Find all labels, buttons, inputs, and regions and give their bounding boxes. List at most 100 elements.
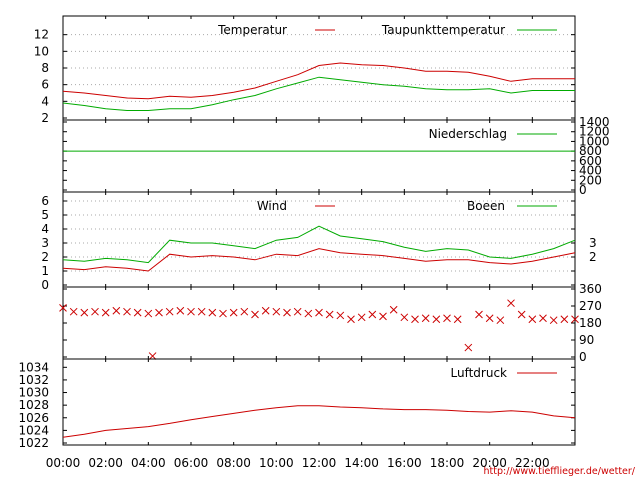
wind-direction-marker xyxy=(357,313,366,322)
series-line-luftdruck xyxy=(62,405,576,438)
y-tick-label: 200 xyxy=(579,173,602,187)
legend-label: Taupunkttemperatur xyxy=(381,23,505,37)
x-tick-label: 04:00 xyxy=(131,456,166,470)
wind-direction-marker xyxy=(443,314,451,323)
series-line-boeen xyxy=(62,225,576,264)
wind-direction-marker xyxy=(208,308,217,317)
wind-direction-marker xyxy=(133,308,142,317)
x-tick-label: 20:00 xyxy=(472,456,507,470)
wind-direction-marker xyxy=(251,310,259,319)
y-tick-label: 5 xyxy=(41,208,49,222)
wind-direction-marker xyxy=(507,299,515,308)
wind-direction-marker xyxy=(123,307,131,316)
legend-label: Wind xyxy=(257,199,287,213)
y-tick-label: 600 xyxy=(579,154,602,168)
wind-direction-marker xyxy=(155,308,163,317)
source-link[interactable]: http://www.tiefflieger.de/wetter/ xyxy=(484,466,636,477)
wind-direction-marker xyxy=(272,307,281,316)
x-tick-label: 22:00 xyxy=(515,456,550,470)
y-tick-label: 0 xyxy=(41,278,49,292)
wind-direction-marker xyxy=(101,308,110,317)
wind-direction-marker xyxy=(229,308,238,317)
wind-direction-marker xyxy=(283,308,291,317)
wind-direction-marker xyxy=(571,315,579,324)
wind-direction-marker xyxy=(144,309,153,318)
wind-direction-marker xyxy=(336,311,345,320)
y-tick-label: 12 xyxy=(34,28,49,42)
wind-direction-marker xyxy=(69,307,78,316)
y-tick-label: 1034 xyxy=(18,360,49,374)
wind-direction-marker xyxy=(400,313,409,322)
y-tick-label: 0 xyxy=(579,350,587,364)
wind-direction-marker xyxy=(293,307,302,316)
legend-label: Boeen xyxy=(467,199,505,213)
y-tick-label: 1030 xyxy=(18,386,49,400)
legend-label: Temperatur xyxy=(217,23,287,37)
y-tick-label: 2 xyxy=(41,250,49,264)
wind-direction-marker xyxy=(539,314,547,323)
series-line-temperatur xyxy=(62,62,575,100)
panel-pressure xyxy=(62,358,576,446)
y2-tick-label: 2 xyxy=(589,250,597,264)
wind-direction-marker xyxy=(197,307,206,316)
y-tick-label: 1022 xyxy=(18,436,49,450)
wind-direction-marker xyxy=(411,315,419,324)
wind-direction-marker xyxy=(112,306,121,315)
wind-direction-marker xyxy=(325,310,334,319)
panel-wind_direction xyxy=(59,286,579,360)
wind-direction-marker xyxy=(560,315,569,324)
wind-direction-marker xyxy=(240,307,249,316)
y-tick-label: 270 xyxy=(579,299,602,313)
wind-direction-marker xyxy=(389,305,398,314)
wind-direction-marker xyxy=(261,306,270,315)
x-tick-label: 18:00 xyxy=(430,456,465,470)
wind-direction-marker xyxy=(379,312,387,321)
y-tick-label: 90 xyxy=(579,333,594,347)
wind-direction-marker xyxy=(453,315,462,324)
x-tick-label: 08:00 xyxy=(216,456,251,470)
y-tick-label: 1026 xyxy=(18,411,49,425)
y-tick-label: 6 xyxy=(41,78,49,92)
wind-direction-marker xyxy=(475,310,483,319)
source-link-text: http://www.tiefflieger.de/wetter/ xyxy=(484,466,636,477)
y-tick-label: 3 xyxy=(41,236,49,250)
y-tick-label: 1 xyxy=(41,264,49,278)
wind-direction-marker xyxy=(59,304,67,312)
y-tick-label: 1400 xyxy=(579,115,610,129)
y-tick-label: 1200 xyxy=(579,125,610,139)
y-tick-label: 800 xyxy=(579,144,602,158)
wind-direction-marker xyxy=(421,314,430,323)
x-tick-label: 16:00 xyxy=(387,456,422,470)
wind-direction-marker xyxy=(517,310,526,319)
y-tick-label: 400 xyxy=(579,164,602,178)
x-tick-label: 06:00 xyxy=(174,456,209,470)
x-tick-label: 02:00 xyxy=(88,456,123,470)
x-tick-label: 12:00 xyxy=(302,456,337,470)
wind-direction-marker xyxy=(80,308,89,317)
y-tick-label: 180 xyxy=(579,316,602,330)
wind-direction-marker xyxy=(485,314,494,323)
wind-direction-marker xyxy=(315,308,323,317)
wind-direction-marker xyxy=(464,343,473,352)
y-tick-label: 1032 xyxy=(18,373,49,387)
y-tick-label: 1028 xyxy=(18,398,49,412)
y-tick-label: 1000 xyxy=(579,134,610,148)
wind-direction-marker xyxy=(165,307,174,316)
wind-direction-marker xyxy=(549,316,558,325)
y-tick-label: 360 xyxy=(579,282,602,296)
wind-direction-marker xyxy=(496,316,505,325)
wind-direction-marker xyxy=(528,315,537,324)
x-tick-label: 10:00 xyxy=(259,456,294,470)
wind-direction-marker xyxy=(304,309,313,318)
y-tick-label: 0 xyxy=(579,183,587,197)
x-tick-label: 14:00 xyxy=(344,456,379,470)
y-tick-label: 8 xyxy=(41,61,49,75)
wind-direction-marker xyxy=(368,310,377,319)
wind-direction-marker xyxy=(176,306,185,315)
wind-direction-marker xyxy=(219,309,227,318)
legend-label: Niederschlag xyxy=(429,127,507,141)
y-tick-label: 4 xyxy=(41,222,49,236)
wind-direction-marker xyxy=(91,307,99,316)
y-tick-label: 10 xyxy=(34,44,49,58)
